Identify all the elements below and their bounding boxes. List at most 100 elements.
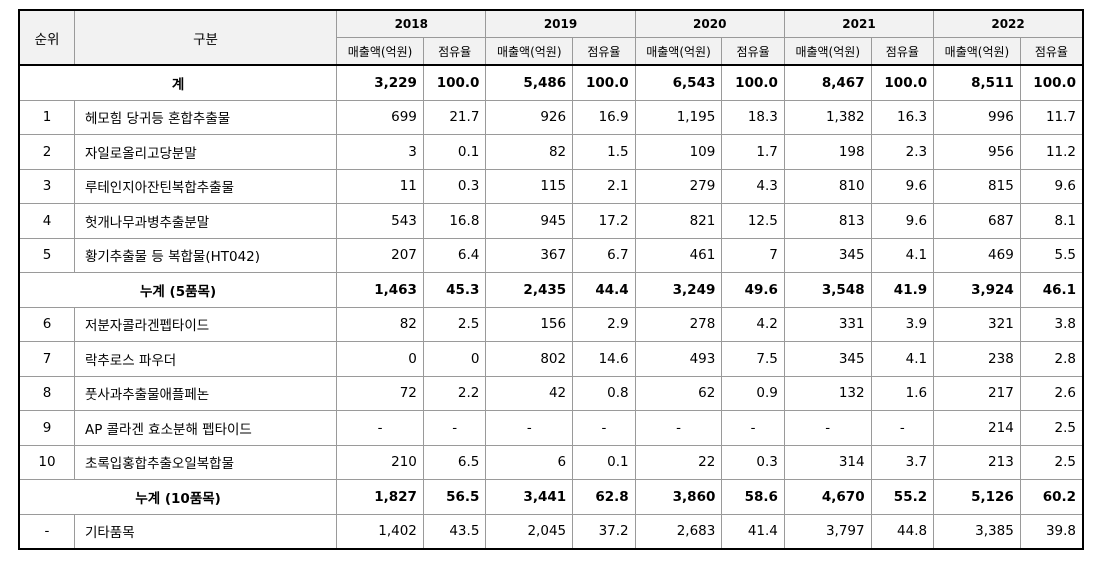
rank-cell: 6 xyxy=(18,306,75,342)
sales-cell: 956 xyxy=(933,134,1021,170)
share-cell: - xyxy=(870,410,935,446)
sales-cell: 210 xyxy=(336,444,424,480)
share-cell: 4.2 xyxy=(721,306,785,342)
sales-cell: 214 xyxy=(933,410,1021,446)
share-cell: 17.2 xyxy=(572,203,636,239)
sales-cell: 4,670 xyxy=(783,479,872,515)
sales-cell: 345 xyxy=(783,341,872,377)
share-cell: 16.9 xyxy=(572,99,636,135)
share-cell: 4.1 xyxy=(870,237,935,273)
sales-cell: 238 xyxy=(933,341,1021,377)
header-rank: 순위 xyxy=(18,9,75,66)
rank-cell: 2 xyxy=(18,134,75,170)
share-cell: 5.5 xyxy=(1019,237,1084,273)
sales-cell: 469 xyxy=(933,237,1021,273)
item-name-cell: 헛개나무과병추출분말 xyxy=(73,203,338,239)
sales-cell: 62 xyxy=(634,375,723,411)
sales-cell: 821 xyxy=(634,203,723,239)
sales-cell: 2,683 xyxy=(634,513,723,550)
share-cell: 6.7 xyxy=(572,237,636,273)
share-cell: 43.5 xyxy=(422,513,487,550)
sales-cell: 6,543 xyxy=(634,64,723,101)
share-cell: 9.6 xyxy=(870,168,935,204)
sales-cell: 3,249 xyxy=(634,272,723,308)
sales-cell: - xyxy=(485,410,574,446)
header-year-2020: 2020 xyxy=(634,9,785,38)
share-cell: 16.8 xyxy=(422,203,487,239)
sales-cell: 115 xyxy=(485,168,574,204)
sales-cell: 5,486 xyxy=(485,64,574,101)
sales-cell: 3,385 xyxy=(933,513,1021,550)
share-cell: 55.2 xyxy=(870,479,935,515)
share-cell: 6.4 xyxy=(422,237,487,273)
rank-cell: 4 xyxy=(18,203,75,239)
share-cell: 0.9 xyxy=(721,375,785,411)
sales-cell: 367 xyxy=(485,237,574,273)
share-cell: 62.8 xyxy=(572,479,636,515)
sales-cell: 1,827 xyxy=(336,479,424,515)
sales-cell: 813 xyxy=(783,203,872,239)
sales-cell: 493 xyxy=(634,341,723,377)
sales-cell: 1,463 xyxy=(336,272,424,308)
sales-cell: 321 xyxy=(933,306,1021,342)
sales-cell: 217 xyxy=(933,375,1021,411)
share-cell: 7 xyxy=(721,237,785,273)
sales-cell: 461 xyxy=(634,237,723,273)
item-name-cell: AP 콜라겐 효소분해 펩타이드 xyxy=(73,410,338,446)
table-row: 3 루테인지아잔틴복합추출물 11 0.3 115 2.1 279 4.3 810 9.6 815 9… xyxy=(18,168,1084,204)
total-row: 계 3,229 100.0 5,486 100.0 6,543 100.0 8,467 100.… xyxy=(18,64,1084,101)
item-name-cell: 헤모힘 당귀등 혼합추출물 xyxy=(73,99,338,135)
sales-cell: 82 xyxy=(485,134,574,170)
header-sales-2019: 매출액(억원) xyxy=(485,37,574,66)
header-category: 구분 xyxy=(73,9,338,66)
sales-cell: 699 xyxy=(336,99,424,135)
table-row: 1 헤모힘 당귀등 혼합추출물 699 21.7 926 16.9 1,195 18.3 1,3… xyxy=(18,99,1084,135)
sales-cell: 815 xyxy=(933,168,1021,204)
sales-cell: 8,467 xyxy=(783,64,872,101)
sales-cell: 132 xyxy=(783,375,872,411)
share-cell: 4.3 xyxy=(721,168,785,204)
share-cell: 0.1 xyxy=(422,134,487,170)
share-cell: 100.0 xyxy=(1019,64,1084,101)
sales-cell: 8,511 xyxy=(933,64,1021,101)
sales-share-table-container: 순위 구분 2018 2019 2020 2021 2022 매출액(억원) 점… xyxy=(18,9,1084,550)
table-row: - 기타품목 1,402 43.5 2,045 37.2 2,683 41.4 3,797 44.… xyxy=(18,513,1084,550)
total-label: 누계 (10품목) xyxy=(18,479,338,515)
sales-cell: 72 xyxy=(336,375,424,411)
table-row: 10 초록입홍합추출오일복합물 210 6.5 6 0.1 22 0.3 314 3.7 213 2.… xyxy=(18,444,1084,480)
table-body: 계 3,229 100.0 5,486 100.0 6,543 100.0 8,467 100.… xyxy=(18,64,1084,550)
item-name-cell: 저분자콜라겐펩타이드 xyxy=(73,306,338,342)
share-cell: 0.8 xyxy=(572,375,636,411)
share-cell: 2.5 xyxy=(1019,444,1084,480)
sales-cell: 996 xyxy=(933,99,1021,135)
sales-cell: 198 xyxy=(783,134,872,170)
sales-cell: 314 xyxy=(783,444,872,480)
share-cell: 2.1 xyxy=(572,168,636,204)
sales-cell: - xyxy=(783,410,872,446)
share-cell: 1.6 xyxy=(870,375,935,411)
sales-cell: 345 xyxy=(783,237,872,273)
rank-cell: 7 xyxy=(18,341,75,377)
sales-cell: 5,126 xyxy=(933,479,1021,515)
sales-cell: 207 xyxy=(336,237,424,273)
header-sales-2020: 매출액(억원) xyxy=(634,37,723,66)
sales-cell: - xyxy=(336,410,424,446)
sales-cell: 945 xyxy=(485,203,574,239)
rank-cell: 8 xyxy=(18,375,75,411)
share-cell: 56.5 xyxy=(422,479,487,515)
share-cell: 14.6 xyxy=(572,341,636,377)
item-name-cell: 락추로스 파우더 xyxy=(73,341,338,377)
sales-cell: 82 xyxy=(336,306,424,342)
share-cell: 100.0 xyxy=(422,64,487,101)
share-cell: 45.3 xyxy=(422,272,487,308)
share-cell: 0 xyxy=(422,341,487,377)
share-cell: 18.3 xyxy=(721,99,785,135)
table-header: 순위 구분 2018 2019 2020 2021 2022 매출액(억원) 점… xyxy=(18,9,1084,66)
share-cell: 6.5 xyxy=(422,444,487,480)
sales-cell: 42 xyxy=(485,375,574,411)
share-cell: 2.9 xyxy=(572,306,636,342)
header-year-2019: 2019 xyxy=(485,9,636,38)
rank-cell: 1 xyxy=(18,99,75,135)
table-row: 6 저분자콜라겐펩타이드 82 2.5 156 2.9 278 4.2 331 3.9 321 3.8 xyxy=(18,306,1084,342)
sales-cell: 3,924 xyxy=(933,272,1021,308)
